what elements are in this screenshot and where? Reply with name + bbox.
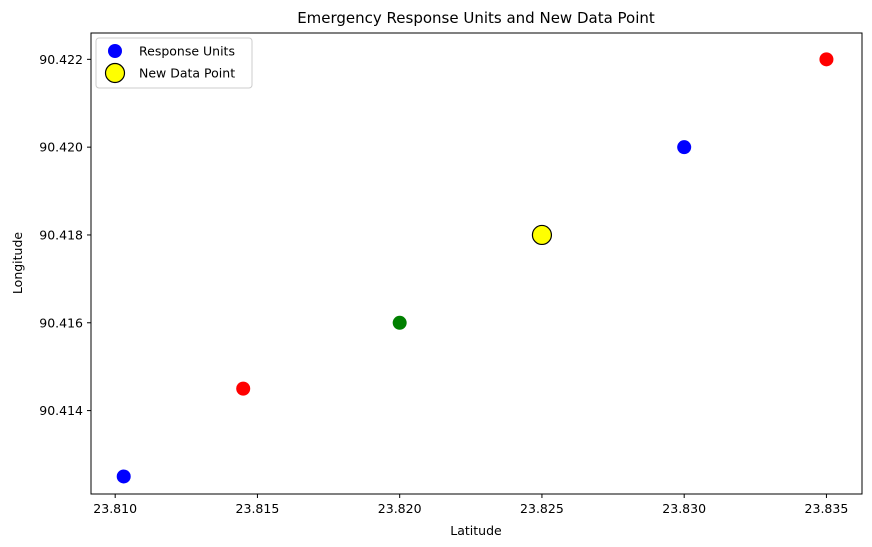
x-axis-label: Latitude — [450, 523, 502, 538]
x-tick-label: 23.835 — [805, 501, 849, 516]
legend-label: Response Units — [139, 44, 235, 59]
y-axis: 90.414 90.416 90.418 90.420 90.422 — [39, 52, 91, 418]
legend-label: New Data Point — [139, 66, 235, 81]
response-unit-point — [819, 52, 834, 67]
x-tick-label: 23.820 — [378, 501, 422, 516]
new-data-point — [531, 224, 553, 246]
legend-box — [95, 37, 253, 89]
y-axis-label: Longitude — [10, 232, 25, 294]
x-tick-label: 23.825 — [520, 501, 564, 516]
y-tick-label: 90.418 — [39, 227, 83, 242]
legend-marker — [108, 44, 122, 58]
x-tick-label: 23.815 — [236, 501, 280, 516]
y-tick-label: 90.414 — [39, 403, 83, 418]
response-unit-point — [677, 140, 692, 155]
data-points — [116, 52, 834, 484]
x-tick-label: 23.830 — [662, 501, 706, 516]
chart-title: Emergency Response Units and New Data Po… — [297, 9, 655, 27]
y-tick-label: 90.420 — [39, 140, 83, 155]
y-tick-label: 90.422 — [39, 52, 83, 67]
y-tick-label: 90.416 — [39, 315, 83, 330]
legend-marker — [104, 62, 126, 84]
response-unit-point — [236, 381, 251, 396]
legend: Response Units New Data Point — [95, 37, 253, 89]
x-axis: 23.810 23.815 23.820 23.825 23.830 23.835 — [93, 494, 848, 516]
response-unit-point — [116, 469, 131, 484]
response-unit-point — [392, 315, 407, 330]
plot-area — [90, 32, 863, 495]
x-tick-label: 23.810 — [93, 501, 137, 516]
